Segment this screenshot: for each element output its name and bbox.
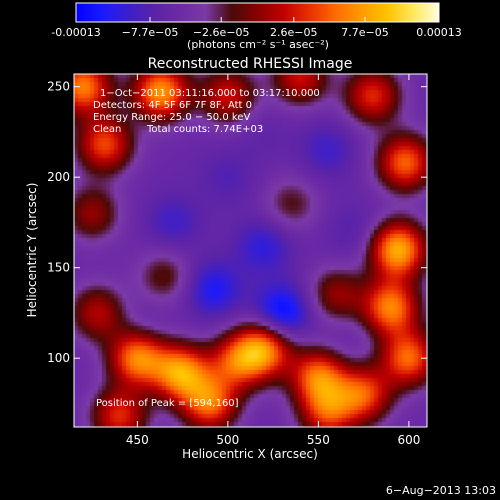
plot-frame [73,73,428,428]
x-tick-label: 500 [216,433,239,447]
y-axis-ticks: 100 150 200 250 [47,80,427,365]
annotation-clean: Clean [93,124,121,135]
y-tick-label: 100 [47,351,70,365]
y-tick-label: 150 [47,261,70,275]
colorbar-units: (photons cm⁻² s⁻¹ asec⁻²) [187,38,329,51]
x-axis-ticks: 450 500 550 600 [126,74,420,447]
y-axis-label: Heliocentric Y (arcsec) [25,183,39,318]
x-tick-label: 550 [307,433,330,447]
y-tick-label: 200 [47,170,70,184]
footer-timestamp: 6−Aug−2013 13:03 [386,484,496,497]
colorbar-tick-label: 7.7e−05 [341,26,388,39]
colorbar-tick-label: -0.00013 [51,26,100,39]
annotation-total-counts: Total counts: 7.74E+03 [146,124,263,135]
colorbar-ticks: -0.00013 −7.7e−05 −2.6e−05 2.6e−05 7.7e−05 0.… [51,17,462,39]
chart-title: Reconstructed RHESSI Image [148,56,353,72]
y-tick-label: 250 [47,80,70,94]
heatmap-image [74,74,427,427]
annotation-energy-range: Energy Range: 25.0 − 50.0 keV [93,112,250,123]
colorbar-tick-label: −2.6e−05 [193,26,250,39]
colorbar-tick-label: −7.7e−05 [122,26,179,39]
annotation-detectors: Detectors: 4F 5F 6F 7F 8F, Att 0 [93,100,252,111]
annotation-peak-position: Position of Peak = [594,160] [96,398,239,409]
colorbar [75,2,440,23]
colorbar-tick-label: 0.00013 [416,26,462,39]
annotation-time-range: 1−Oct−2011 03:11:16.000 to 03:17:10.000 [100,88,320,99]
x-tick-label: 450 [126,433,149,447]
x-tick-label: 600 [397,433,420,447]
x-axis-label: Heliocentric X (arcsec) [182,447,318,461]
colorbar-tick-label: 2.6e−05 [270,26,317,39]
